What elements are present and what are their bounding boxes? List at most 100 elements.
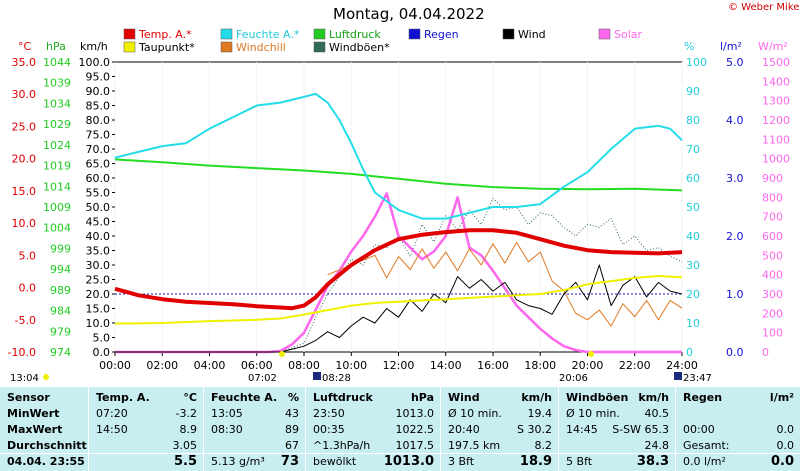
legend-label: Temp. A.* xyxy=(138,28,192,41)
stats-cell-note: 5 Bft xyxy=(566,455,593,468)
kmh-tick-label: 30.0 xyxy=(86,259,111,272)
moonset-icon xyxy=(674,372,682,380)
legend-swatch xyxy=(220,28,233,40)
wm2-tick-label: 1500 xyxy=(762,56,790,69)
series-wind xyxy=(115,264,683,353)
stats-cell-row: 5.5 xyxy=(88,454,203,470)
pct-tick-label: 10 xyxy=(686,317,700,330)
stats-cell-value: 18.9 xyxy=(519,454,552,469)
x-tick-label: 00:00 xyxy=(99,359,131,372)
kmh-tick-label: 40.0 xyxy=(86,230,111,243)
legend-label: Taupunkt* xyxy=(138,41,195,54)
sunset-time: 20:06 xyxy=(559,373,588,384)
kmh-tick-label: 55.0 xyxy=(86,187,111,200)
axes: 35.030.025.020.015.010.05.00.0-5.0-10.01… xyxy=(8,56,790,372)
stats-cell-row: 14:50 8.9 xyxy=(88,422,203,438)
stats-cell-value: 89 xyxy=(285,423,299,436)
kmh-tick-label: 15.0 xyxy=(86,303,111,316)
x-tick-label: 10:00 xyxy=(335,359,367,372)
temp-tick-label: 20.0 xyxy=(12,153,37,166)
stats-cell-value: -3.2 xyxy=(175,407,197,420)
stats-table: Sensor MinWert MaxWert Durchschnitt 04.04. 2… xyxy=(0,387,801,471)
stats-group-luftdruck: Luftdruck hPa 23:50 1013.0 00:35 1022.5 ^1.3hP… xyxy=(305,387,441,471)
wm2-tick-label: 1200 xyxy=(762,114,790,127)
wm2-tick-label: 500 xyxy=(762,249,783,262)
series-feuchtea xyxy=(114,92,683,220)
kmh-tick-label: 100.0 xyxy=(79,56,111,69)
stats-cell-value: 0.0 xyxy=(776,439,795,452)
x-tick-label: 20:00 xyxy=(572,359,604,372)
lm2-tick-label: 5.0 xyxy=(726,56,744,69)
hpa-tick-label: 994 xyxy=(50,263,71,276)
legend-swatch xyxy=(598,28,611,40)
stats-cell-note: Ø 10 min. xyxy=(448,407,502,420)
unit-wm2: W/m² xyxy=(758,40,788,53)
pct-tick-label: 100 xyxy=(686,56,707,69)
stats-group-header: Regen l/m² xyxy=(683,391,794,404)
kmh-tick-label: 90.0 xyxy=(86,85,111,98)
wm2-tick-label: 900 xyxy=(762,172,783,185)
stats-cell-note: 07:20 xyxy=(96,407,128,420)
stats-cell-row: 08:30 89 xyxy=(203,422,305,438)
legend-label: Windböen* xyxy=(329,41,390,54)
temp-tick-label: 0.0 xyxy=(19,282,37,295)
legend-swatch xyxy=(502,28,515,40)
pct-tick-label: 60 xyxy=(686,172,700,185)
stats-cell-value: 1017.5 xyxy=(395,439,435,452)
stats-cell-note: 14:50 xyxy=(96,423,128,436)
weather-chart: 35.030.025.020.015.010.05.00.0-5.0-10.01… xyxy=(8,28,790,384)
unit-pct: % xyxy=(684,40,694,53)
stats-cell-row: bewölkt 1013.0 xyxy=(305,454,440,470)
stats-cell-value: 1013.0 xyxy=(383,454,434,469)
unit-kmh: km/h xyxy=(80,40,108,53)
hpa-tick-label: 1019 xyxy=(43,160,71,173)
stats-cell-value: 19.4 xyxy=(527,407,553,420)
lm2-tick-label: 0.0 xyxy=(726,346,744,359)
stats-cell-note: 23:50 xyxy=(313,407,345,420)
stats-group-header: Luftdruck hPa xyxy=(313,391,434,404)
wm2-tick-label: 400 xyxy=(762,269,783,282)
stats-cell-row: 23:50 1013.0 xyxy=(305,406,440,422)
kmh-tick-label: 5.0 xyxy=(93,332,111,345)
kmh-tick-label: 65.0 xyxy=(86,158,111,171)
kmh-tick-label: 50.0 xyxy=(86,201,111,214)
temp-tick-label: 35.0 xyxy=(12,56,37,69)
wm2-tick-label: 800 xyxy=(762,191,783,204)
stats-cell-note: ^1.3hPa/h xyxy=(313,439,371,452)
stats-group-header: Wind km/h xyxy=(448,391,552,404)
stats-label: MinWert xyxy=(7,407,60,420)
kmh-tick-label: 35.0 xyxy=(86,245,111,258)
stats-cell-row: 20:40 S 30.2 xyxy=(440,422,558,438)
legend-label: Feuchte A.* xyxy=(236,28,300,41)
stats-cell-row: Gesamt: 0.0 xyxy=(675,438,800,454)
pct-tick-label: 90 xyxy=(686,85,700,98)
stats-cell-value: S-SW 65.3 xyxy=(612,423,669,436)
wm2-tick-label: 300 xyxy=(762,288,783,301)
sun-marker-left: 13:04 xyxy=(10,373,39,384)
stats-cell-row: 5.13 g/m³ 73 xyxy=(203,454,305,470)
pct-tick-label: 0 xyxy=(686,346,693,359)
stats-cell-note: 5.13 g/m³ xyxy=(211,455,265,468)
stats-label: 04.04. 23:55 xyxy=(7,455,85,468)
stats-cell-value: S 30.2 xyxy=(517,423,552,436)
stats-row-label: MinWert xyxy=(0,406,88,422)
stats-cell-row: 07:20 -3.2 xyxy=(88,406,203,422)
stats-group-header: Windböen km/h xyxy=(566,391,669,404)
kmh-tick-label: 10.0 xyxy=(86,317,111,330)
credit-link[interactable]: © Weber Mike xyxy=(728,2,800,13)
hpa-tick-label: 1014 xyxy=(43,180,71,193)
hpa-tick-label: 1004 xyxy=(43,222,71,235)
stats-cell-value: 40.5 xyxy=(644,407,670,420)
wm2-tick-label: 1400 xyxy=(762,75,790,88)
stats-cell-value: 1013.0 xyxy=(395,407,435,420)
lm2-tick-label: 2.0 xyxy=(726,230,744,243)
stats-group-feuchtea: Feuchte A.% 13:05 43 08:30 89 67 5.13 g/m³ 73 xyxy=(203,387,306,471)
kmh-tick-label: 60.0 xyxy=(86,172,111,185)
stats-cell-value: 24.8 xyxy=(644,439,670,452)
x-tick-label: 12:00 xyxy=(383,359,415,372)
series-taupunkt xyxy=(114,275,683,325)
x-tick-label: 06:00 xyxy=(241,359,273,372)
stats-cell-row: 0.0 l/m² 0.0 xyxy=(675,454,800,470)
stats-cell-note: 0.0 l/m² xyxy=(683,455,726,468)
stats-cell-row: 3.05 xyxy=(88,438,203,454)
